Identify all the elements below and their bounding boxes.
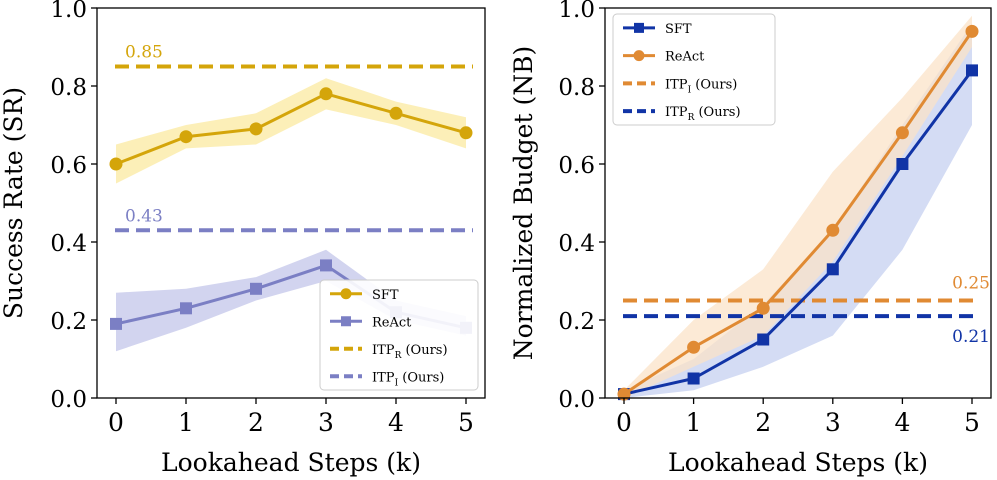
- x-axis-label: Lookahead Steps (k): [668, 448, 928, 477]
- y-tick-label: 0.4: [558, 231, 595, 257]
- x-tick-label: 2: [248, 408, 264, 437]
- legend-label: ReAct: [372, 315, 412, 330]
- data-point: [319, 87, 333, 101]
- legend-label-base: ITP: [372, 343, 395, 358]
- legend-label: ITPR (Ours): [372, 343, 448, 361]
- x-tick-label: 4: [894, 408, 910, 437]
- data-point: [459, 126, 473, 140]
- legend-label: ITPI (Ours): [372, 370, 444, 388]
- legend-label: ITPI (Ours): [665, 77, 737, 95]
- y-tick-label: 0.0: [50, 387, 87, 413]
- legend-label: ITPR (Ours): [665, 105, 741, 123]
- legend-marker: [634, 22, 644, 33]
- reference-label: 0.25: [952, 274, 990, 294]
- x-tick-label: 2: [755, 408, 771, 437]
- reference-label: 0.43: [125, 206, 163, 226]
- data-point: [180, 302, 192, 315]
- data-point: [320, 259, 332, 272]
- series-line-sft: [623, 69, 974, 396]
- legend-label-sub: I: [688, 85, 692, 95]
- axes-frame: [604, 7, 992, 399]
- y-tick-label: 0.2: [50, 309, 87, 335]
- legend-marker: [341, 316, 351, 327]
- reference-label: 0.85: [125, 43, 163, 63]
- data-point: [179, 130, 193, 144]
- data-point: [895, 126, 909, 140]
- x-tick-label: 3: [825, 408, 841, 437]
- y-tick-label: 1.0: [558, 0, 595, 23]
- legend-label-suffix: (Ours): [401, 343, 447, 358]
- chart-panel-2: 0.25 0.21 0.0 0.2 0.4 0.6 0.8 1.0 0 1 2 3 4 5 Lookahea…: [509, 0, 992, 477]
- reference-label: 0.21: [952, 327, 990, 347]
- x-tick-label: 0: [616, 408, 632, 437]
- data-point: [826, 223, 840, 237]
- y-axis-label: Success Rate (SR): [0, 87, 28, 319]
- data-point: [687, 340, 701, 354]
- legend-marker: [340, 288, 352, 300]
- x-axis-label: Lookahead Steps (k): [161, 448, 421, 477]
- data-point: [965, 24, 979, 38]
- y-axis-label: Normalized Budget (NB): [509, 46, 538, 360]
- legend-label-suffix: (Ours): [694, 105, 740, 120]
- legend-label-suffix: (Ours): [691, 77, 737, 92]
- legend-box: [319, 279, 479, 391]
- legend-label: SFT: [372, 288, 399, 303]
- x-tick-label: 5: [458, 408, 474, 437]
- legend-label-sub: I: [395, 378, 399, 388]
- data-point: [966, 64, 978, 77]
- band-sft: [624, 23, 972, 398]
- x-tick-label: 1: [686, 408, 702, 437]
- y-tick-label: 0.8: [558, 75, 595, 101]
- x-tick-label: 5: [964, 408, 980, 437]
- data-point: [110, 317, 122, 330]
- y-tick-label: 0.0: [558, 387, 595, 413]
- legend-label-sub: R: [395, 351, 402, 361]
- data-point: [389, 106, 403, 120]
- y-tick-label: 0.8: [50, 75, 87, 101]
- x-tick-label: 3: [318, 408, 334, 437]
- data-point: [757, 333, 770, 346]
- y-tick-label: 0.6: [558, 153, 595, 179]
- band-sft: [116, 78, 466, 184]
- x-tick-label: 1: [178, 408, 194, 437]
- data-point: [896, 158, 909, 170]
- data-point: [826, 263, 839, 276]
- data-point: [250, 282, 262, 295]
- y-tick-label: 0.2: [558, 309, 595, 335]
- legend-label-base: ITP: [665, 77, 688, 92]
- y-tick-label: 0.6: [50, 153, 87, 179]
- legend-label-base: ITP: [665, 105, 688, 120]
- series-line-react: [623, 30, 974, 396]
- legend-label-base: ITP: [372, 370, 395, 385]
- chart-panel-1: 0.85 0.43 0.0 0.2 0.4 0.6 0.8 1.0 0 1 2 3 4 5 Lookahea…: [0, 0, 486, 477]
- axes-frame: [96, 7, 486, 399]
- y-tick-label: 1.0: [50, 0, 87, 23]
- series-line-sft: [115, 92, 467, 166]
- band-react: [624, 15, 972, 399]
- legend-marker: [633, 50, 645, 62]
- legend-box: [612, 13, 776, 126]
- legend-label-suffix: (Ours): [398, 370, 444, 385]
- data-point: [687, 372, 700, 385]
- data-point: [109, 157, 123, 171]
- x-tick-label: 0: [108, 408, 124, 437]
- data-point: [756, 301, 770, 315]
- legend-label: ReAct: [665, 50, 705, 65]
- legend-label: SFT: [665, 22, 692, 37]
- y-tick-label: 0.4: [50, 231, 87, 257]
- legend-label-sub: R: [688, 113, 695, 123]
- data-point: [249, 122, 263, 136]
- x-tick-label: 4: [388, 408, 404, 437]
